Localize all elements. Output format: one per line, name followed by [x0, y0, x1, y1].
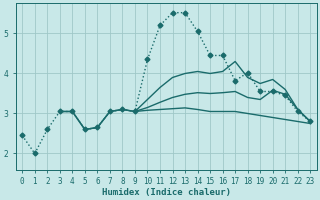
X-axis label: Humidex (Indice chaleur): Humidex (Indice chaleur) — [102, 188, 231, 197]
